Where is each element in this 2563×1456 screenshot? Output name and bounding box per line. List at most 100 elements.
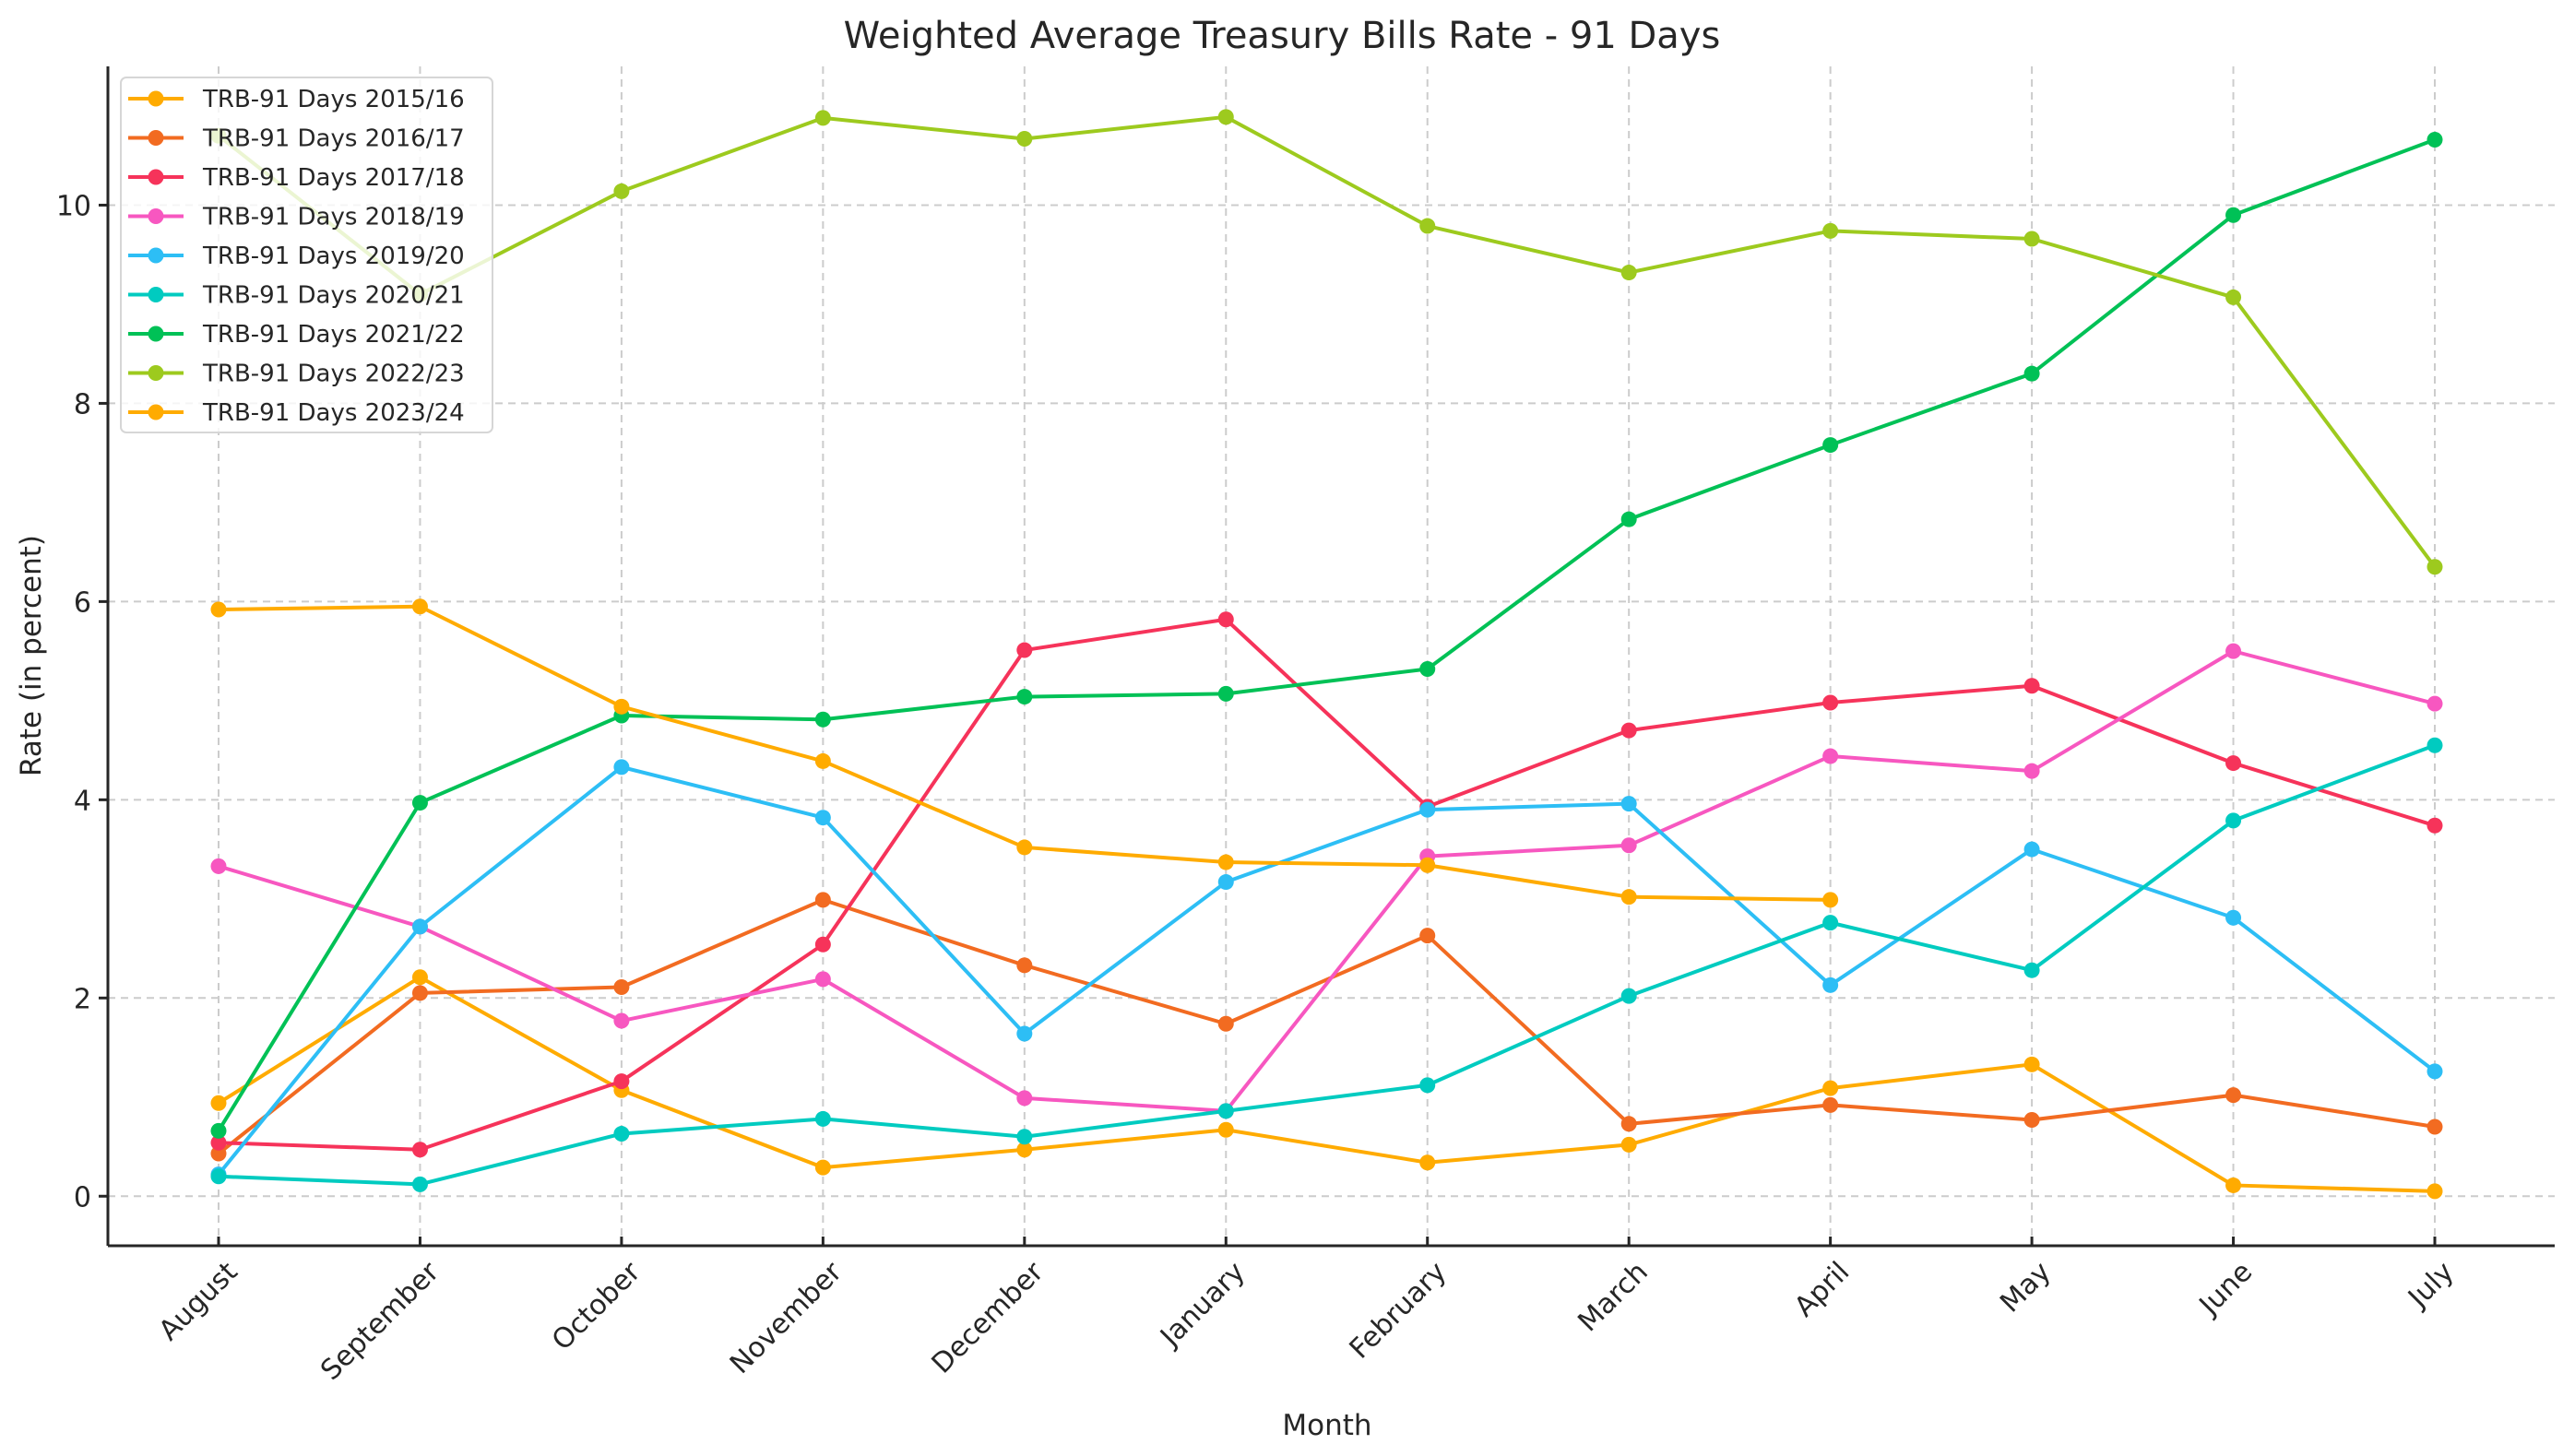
data-point xyxy=(2225,812,2242,829)
series-91-2016-17 xyxy=(210,892,2443,1162)
series-91-2022-23 xyxy=(210,109,2443,575)
data-point xyxy=(1822,748,1839,764)
data-point xyxy=(210,1134,227,1151)
data-point xyxy=(210,601,227,618)
data-point xyxy=(1822,1080,1839,1096)
series-91-2017-18 xyxy=(210,611,2443,1158)
legend-swatch-marker xyxy=(148,130,164,146)
legend-swatch-marker xyxy=(148,247,164,264)
data-point xyxy=(613,1012,630,1029)
data-point xyxy=(2225,755,2242,772)
legend: TRB-91 Days 2015/16 TRB-91 Days 2016/17 TR… xyxy=(120,77,493,433)
data-point xyxy=(1620,837,1637,854)
data-point xyxy=(2427,132,2443,148)
x-tick-label: December xyxy=(926,1255,1050,1379)
legend-label: TRB-91 Days 2018/19 xyxy=(202,204,465,231)
data-point xyxy=(1217,1103,1234,1119)
data-point xyxy=(2225,207,2242,223)
x-tick-label: November xyxy=(724,1255,849,1380)
data-point xyxy=(1822,222,1839,239)
y-tick-label: 10 xyxy=(56,190,91,222)
series-line xyxy=(217,897,2436,1155)
data-point xyxy=(2427,737,2443,753)
x-tick-label: January xyxy=(1153,1256,1252,1355)
data-point xyxy=(1016,839,1033,856)
y-tick-label: 4 xyxy=(74,785,91,817)
data-point xyxy=(1217,854,1234,870)
legend-item: TRB-91 Days 2019/20 xyxy=(128,243,465,270)
data-point xyxy=(1217,109,1234,125)
data-point xyxy=(1217,685,1234,702)
data-point xyxy=(411,918,428,935)
axes xyxy=(106,66,2555,1248)
data-point xyxy=(613,978,630,995)
data-point xyxy=(2225,1087,2242,1104)
legend-item: TRB-91 Days 2022/23 xyxy=(128,361,465,388)
data-point xyxy=(1016,130,1033,147)
data-point xyxy=(613,759,630,775)
data-point xyxy=(613,698,630,715)
legend-label: TRB-91 Days 2015/16 xyxy=(202,86,465,113)
data-point xyxy=(2427,817,2443,834)
data-point xyxy=(814,971,831,988)
data-point xyxy=(814,711,831,728)
data-point xyxy=(1016,642,1033,658)
legend-swatch-marker xyxy=(148,287,164,302)
x-tick-label: July xyxy=(2401,1256,2460,1315)
series-line xyxy=(218,617,2436,1152)
chart-title: Weighted Average Treasury Bills Rate - 9… xyxy=(844,15,1721,57)
series-91-2015-16 xyxy=(210,969,2443,1200)
y-ticks: 0 2 4 6 8 10 xyxy=(56,190,108,1213)
y-tick-label: 8 xyxy=(74,388,91,420)
data-point xyxy=(411,1176,428,1192)
data-point xyxy=(1620,265,1637,281)
data-point xyxy=(1217,611,1234,628)
data-point xyxy=(1016,1025,1033,1042)
legend-swatch-marker xyxy=(148,90,164,107)
series-91-2019-20 xyxy=(210,759,2443,1183)
data-point xyxy=(1822,915,1839,931)
data-point xyxy=(1419,660,1436,677)
legend-swatch-marker xyxy=(148,365,164,381)
data-point xyxy=(814,110,831,126)
series-line xyxy=(217,975,2436,1193)
data-point xyxy=(210,1095,227,1111)
data-point xyxy=(1419,1077,1436,1094)
data-point xyxy=(2427,1063,2443,1080)
x-tick-label: October xyxy=(546,1255,647,1356)
legend-label: TRB-91 Days 2022/23 xyxy=(202,361,465,388)
data-point xyxy=(1620,1136,1637,1153)
x-tick-label: March xyxy=(1572,1256,1654,1338)
x-tick-label: May xyxy=(1994,1256,2058,1320)
legend-label: TRB-91 Days 2023/24 xyxy=(202,399,465,427)
legend-label: TRB-91 Days 2019/20 xyxy=(202,243,465,270)
legend-swatch-marker xyxy=(148,169,164,185)
data-point xyxy=(1419,928,1436,944)
data-point xyxy=(2427,695,2443,712)
data-point xyxy=(814,752,831,769)
data-point xyxy=(814,936,831,953)
data-point xyxy=(1822,1096,1839,1113)
y-tick-label: 2 xyxy=(74,983,91,1015)
data-point xyxy=(1620,796,1637,812)
data-point xyxy=(613,183,630,199)
data-point xyxy=(2023,962,2040,978)
data-point xyxy=(1217,1121,1234,1138)
data-point xyxy=(2023,678,2040,694)
data-point xyxy=(1419,218,1436,234)
series-91-2021-22 xyxy=(210,132,2443,1139)
data-point xyxy=(2023,365,2040,382)
data-point xyxy=(1217,874,1234,891)
series-line xyxy=(217,114,2437,568)
data-point xyxy=(1620,1116,1637,1132)
data-point xyxy=(2023,763,2040,779)
x-tick-label: June xyxy=(2192,1256,2259,1322)
data-point xyxy=(1620,889,1637,906)
x-tick-label: September xyxy=(314,1255,445,1386)
data-point xyxy=(1419,801,1436,818)
legend-item: TRB-91 Days 2021/22 xyxy=(128,321,465,349)
legend-label: TRB-91 Days 2021/22 xyxy=(202,321,465,349)
data-point xyxy=(1620,988,1637,1004)
data-point xyxy=(2427,1119,2443,1135)
